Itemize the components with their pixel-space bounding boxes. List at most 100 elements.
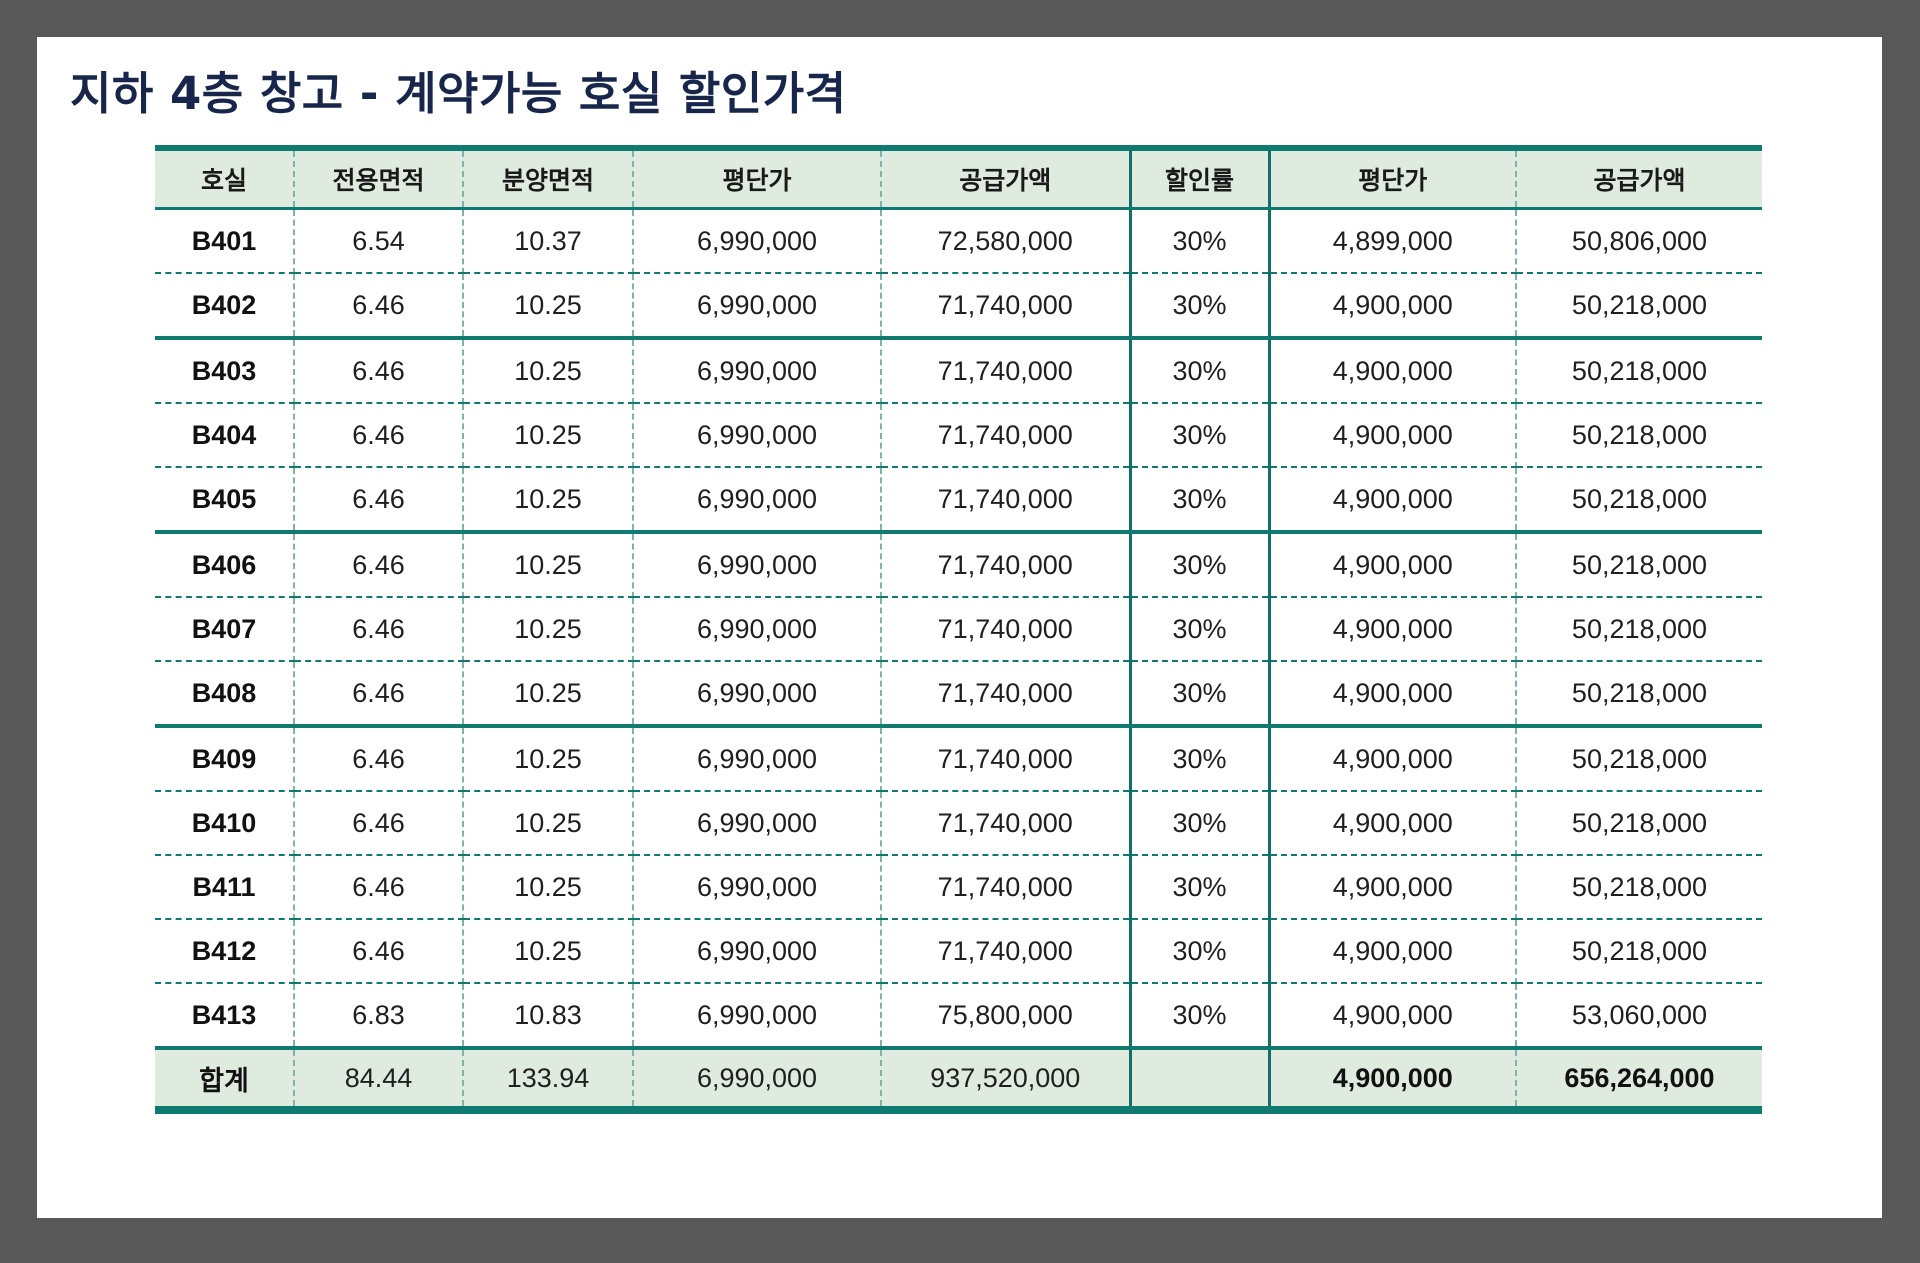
table-footer: 합계 84.44 133.94 6,990,000 937,520,000 4,… [155, 1046, 1762, 1114]
cell-supply-price: 71,740,000 [880, 532, 1131, 598]
cell-unit-price: 6,990,000 [632, 403, 882, 468]
cell-discounted-supply-price: 50,218,000 [1515, 661, 1762, 728]
table-row: B406 6.46 10.25 6,990,000 71,740,000 30% 4,900… [155, 532, 1762, 598]
cell-exclusive-area: 6.46 [293, 467, 464, 534]
cell-discount-rate: 30% [1128, 983, 1270, 1049]
table-row: B405 6.46 10.25 6,990,000 71,740,000 30% 4,900… [155, 467, 1762, 534]
cell-unit-price: 6,990,000 [632, 273, 882, 340]
cell-discount-rate: 30% [1128, 597, 1270, 662]
header-row: 호실 전용면적 분양면적 평단가 공급가액 할인률 평단가 공급가액 [155, 145, 1762, 210]
table-row: B409 6.46 10.25 6,990,000 71,740,000 30% 4,900… [155, 726, 1762, 792]
cell-room: B407 [155, 597, 295, 662]
cell-exclusive-area: 6.46 [293, 532, 464, 598]
cell-discounted-supply-price: 50,218,000 [1515, 726, 1762, 792]
cell-sale-area: 10.25 [462, 338, 634, 404]
cell-discounted-supply-price: 50,218,000 [1515, 791, 1762, 856]
cell-exclusive-area: 6.46 [293, 597, 464, 662]
cell-room: B406 [155, 532, 295, 598]
total-discounted-supply-price: 656,264,000 [1515, 1046, 1762, 1114]
cell-exclusive-area: 6.46 [293, 726, 464, 792]
cell-discount-rate: 30% [1128, 855, 1270, 920]
cell-sale-area: 10.25 [462, 726, 634, 792]
cell-exclusive-area: 6.83 [293, 983, 464, 1049]
cell-sale-area: 10.37 [462, 208, 634, 274]
cell-room: B408 [155, 661, 295, 728]
cell-discounted-supply-price: 50,218,000 [1515, 532, 1762, 598]
cell-unit-price: 6,990,000 [632, 791, 882, 856]
cell-discounted-unit-price: 4,900,000 [1267, 273, 1517, 340]
cell-discounted-unit-price: 4,900,000 [1267, 467, 1517, 534]
table-row: B410 6.46 10.25 6,990,000 71,740,000 30% 4,900… [155, 791, 1762, 856]
cell-sale-area: 10.25 [462, 855, 634, 920]
cell-room: B412 [155, 919, 295, 984]
cell-unit-price: 6,990,000 [632, 338, 882, 404]
cell-room: B405 [155, 467, 295, 534]
cell-sale-area: 10.25 [462, 919, 634, 984]
cell-discounted-unit-price: 4,900,000 [1267, 855, 1517, 920]
cell-discounted-unit-price: 4,900,000 [1267, 983, 1517, 1049]
cell-exclusive-area: 6.46 [293, 273, 464, 340]
cell-discount-rate: 30% [1128, 726, 1270, 792]
cell-unit-price: 6,990,000 [632, 855, 882, 920]
cell-discounted-supply-price: 50,218,000 [1515, 919, 1762, 984]
cell-unit-price: 6,990,000 [632, 661, 882, 728]
cell-discounted-supply-price: 50,218,000 [1515, 855, 1762, 920]
cell-discounted-unit-price: 4,900,000 [1267, 532, 1517, 598]
table-row: B404 6.46 10.25 6,990,000 71,740,000 30% 4,900… [155, 403, 1762, 468]
cell-room: B410 [155, 791, 295, 856]
total-sale-area: 133.94 [462, 1046, 634, 1114]
cell-unit-price: 6,990,000 [632, 983, 882, 1049]
cell-discount-rate: 30% [1128, 208, 1270, 274]
cell-discount-rate: 30% [1128, 467, 1270, 534]
cell-unit-price: 6,990,000 [632, 919, 882, 984]
table-header: 호실 전용면적 분양면적 평단가 공급가액 할인률 평단가 공급가액 [155, 145, 1762, 210]
cell-supply-price: 71,740,000 [880, 661, 1131, 728]
header-cell-discounted-unit-price: 평단가 [1267, 145, 1517, 210]
cell-unit-price: 6,990,000 [632, 208, 882, 274]
cell-discounted-unit-price: 4,900,000 [1267, 919, 1517, 984]
cell-supply-price: 71,740,000 [880, 597, 1131, 662]
price-table-container: 호실 전용면적 분양면적 평단가 공급가액 할인률 평단가 공급가액 B401 6… [155, 145, 1762, 1114]
table-row: B412 6.46 10.25 6,990,000 71,740,000 30% 4,900… [155, 919, 1762, 984]
table-row: B413 6.83 10.83 6,990,000 75,800,000 30% 4,900… [155, 983, 1762, 1049]
cell-supply-price: 71,740,000 [880, 273, 1131, 340]
cell-room: B402 [155, 273, 295, 340]
price-table: 호실 전용면적 분양면적 평단가 공급가액 할인률 평단가 공급가액 B401 6… [155, 145, 1762, 1114]
cell-discounted-unit-price: 4,899,000 [1267, 208, 1517, 274]
cell-discounted-unit-price: 4,900,000 [1267, 403, 1517, 468]
header-cell-sale-area: 분양면적 [462, 145, 634, 210]
page-title: 지하 4층 창고 - 계약가능 호실 할인가격 [70, 67, 847, 120]
cell-discount-rate: 30% [1128, 338, 1270, 404]
cell-discount-rate: 30% [1128, 791, 1270, 856]
cell-discounted-unit-price: 4,900,000 [1267, 597, 1517, 662]
cell-sale-area: 10.25 [462, 791, 634, 856]
header-cell-room: 호실 [155, 145, 295, 210]
cell-supply-price: 71,740,000 [880, 338, 1131, 404]
header-cell-supply-price: 공급가액 [880, 145, 1131, 210]
cell-supply-price: 72,580,000 [880, 208, 1131, 274]
cell-exclusive-area: 6.46 [293, 661, 464, 728]
cell-sale-area: 10.25 [462, 273, 634, 340]
cell-sale-area: 10.25 [462, 532, 634, 598]
total-row: 합계 84.44 133.94 6,990,000 937,520,000 4,… [155, 1046, 1762, 1114]
cell-exclusive-area: 6.46 [293, 403, 464, 468]
cell-discounted-unit-price: 4,900,000 [1267, 338, 1517, 404]
cell-discounted-unit-price: 4,900,000 [1267, 791, 1517, 856]
cell-room: B413 [155, 983, 295, 1049]
cell-supply-price: 71,740,000 [880, 855, 1131, 920]
cell-room: B403 [155, 338, 295, 404]
cell-sale-area: 10.25 [462, 403, 634, 468]
cell-discount-rate: 30% [1128, 273, 1270, 340]
cell-room: B411 [155, 855, 295, 920]
cell-exclusive-area: 6.54 [293, 208, 464, 274]
cell-unit-price: 6,990,000 [632, 726, 882, 792]
cell-exclusive-area: 6.46 [293, 855, 464, 920]
cell-room: B401 [155, 208, 295, 274]
total-exclusive-area: 84.44 [293, 1046, 464, 1114]
total-discount-rate [1128, 1046, 1270, 1114]
cell-discounted-supply-price: 50,218,000 [1515, 338, 1762, 404]
cell-discount-rate: 30% [1128, 532, 1270, 598]
cell-unit-price: 6,990,000 [632, 467, 882, 534]
cell-supply-price: 71,740,000 [880, 467, 1131, 534]
header-cell-unit-price: 평단가 [632, 145, 882, 210]
